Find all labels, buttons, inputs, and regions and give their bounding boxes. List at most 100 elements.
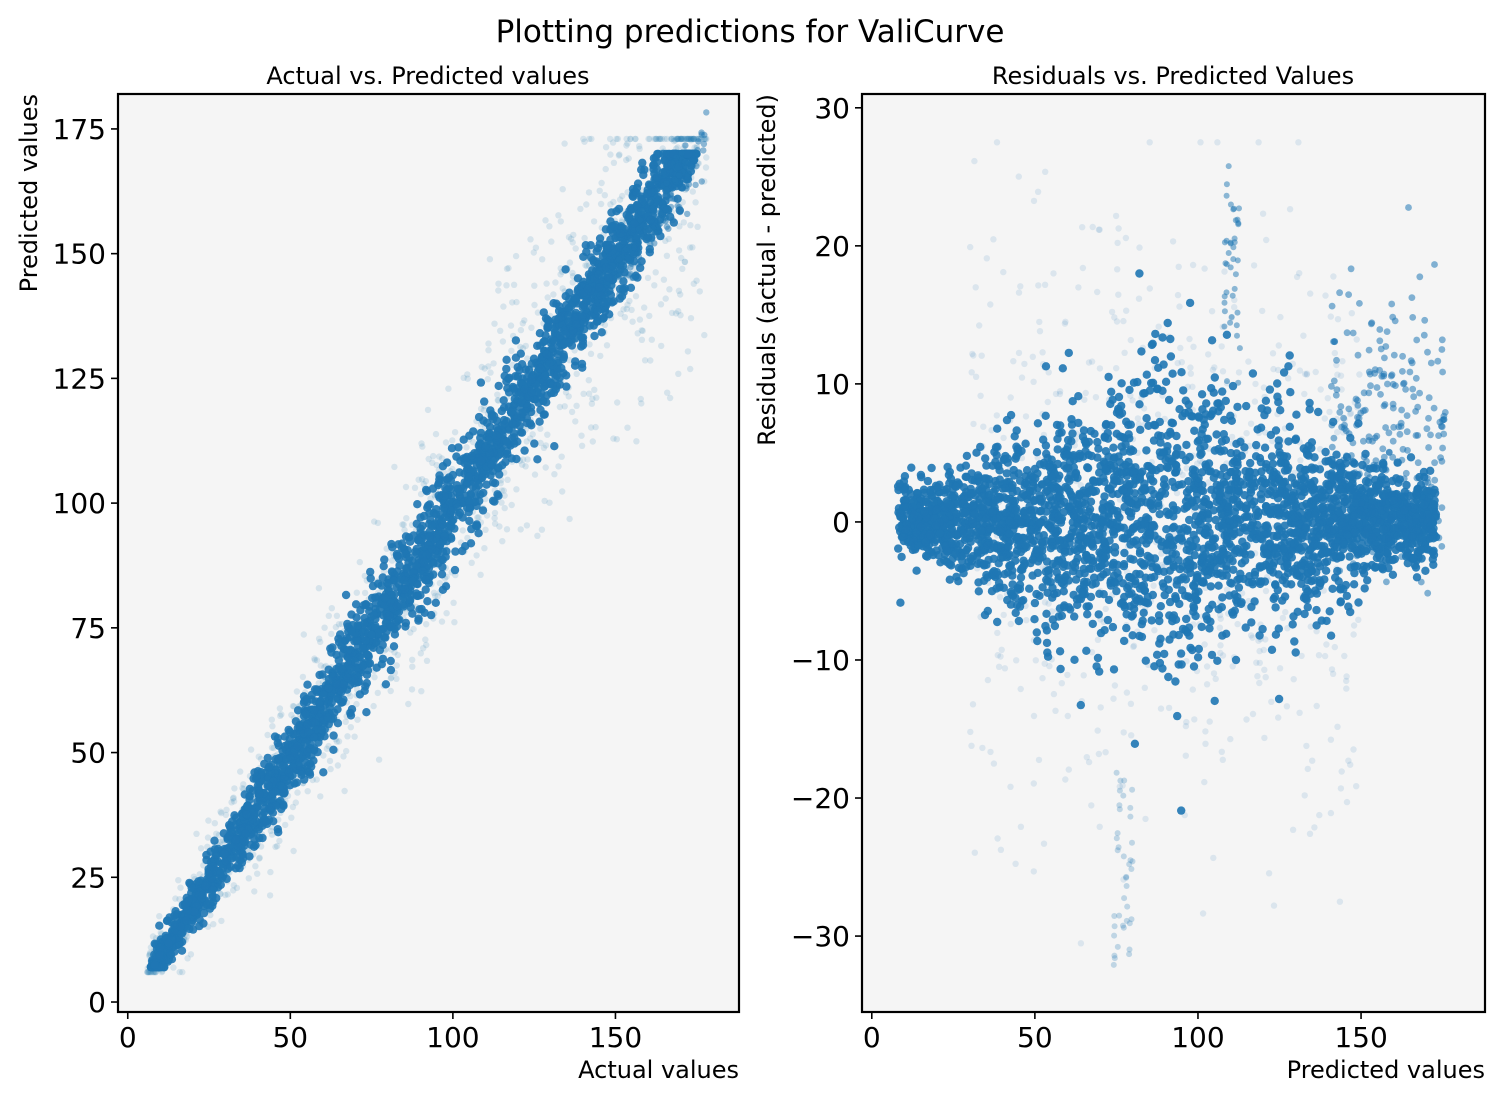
data-point <box>613 436 620 443</box>
data-point <box>572 245 579 252</box>
data-point <box>233 884 241 892</box>
data-point <box>530 249 537 256</box>
data-point <box>413 500 422 509</box>
data-point <box>1301 792 1308 799</box>
data-point <box>460 374 467 381</box>
data-point <box>380 593 390 603</box>
data-point <box>461 542 470 551</box>
data-point <box>408 686 416 693</box>
data-point <box>434 491 443 500</box>
data-point <box>342 718 349 725</box>
data-point <box>319 690 328 699</box>
data-point <box>385 611 394 621</box>
data-point <box>517 343 524 351</box>
data-point <box>328 672 337 681</box>
data-point <box>417 650 424 657</box>
data-point <box>403 515 410 522</box>
data-point <box>1327 313 1335 320</box>
data-point <box>666 394 674 402</box>
data-point <box>629 318 636 325</box>
data-point <box>387 687 394 695</box>
data-point <box>474 412 484 422</box>
data-point <box>1022 413 1030 420</box>
data-point <box>1079 264 1087 272</box>
data-point <box>1007 783 1014 790</box>
data-point <box>652 135 660 143</box>
data-point <box>551 471 558 478</box>
data-point <box>519 461 526 468</box>
data-point <box>580 135 587 143</box>
data-point <box>1254 673 1261 680</box>
data-point <box>427 495 434 502</box>
data-point <box>1343 798 1351 806</box>
data-point <box>1122 234 1130 242</box>
data-point <box>1079 224 1086 231</box>
data-point <box>1127 336 1135 344</box>
x-axis-label: Actual values <box>578 1056 739 1084</box>
data-point <box>678 135 685 143</box>
data-point <box>572 320 581 329</box>
data-point <box>184 955 191 962</box>
data-point <box>1334 316 1342 323</box>
data-point <box>684 210 691 218</box>
data-point <box>673 135 680 143</box>
data-point <box>1015 173 1022 180</box>
data-point <box>297 770 306 780</box>
data-point <box>673 154 680 161</box>
data-point <box>204 834 212 841</box>
data-point <box>540 444 548 451</box>
data-point <box>1000 434 1007 442</box>
data-point <box>1276 665 1284 672</box>
data-point <box>1128 732 1135 739</box>
data-point <box>698 131 705 138</box>
data-point <box>507 322 515 329</box>
data-point <box>1327 809 1335 817</box>
data-point <box>254 870 261 877</box>
data-point <box>607 151 614 158</box>
data-point <box>1080 672 1087 679</box>
data-point <box>657 135 664 143</box>
data-point <box>447 506 456 516</box>
data-point <box>1012 860 1019 867</box>
data-point <box>416 513 425 522</box>
data-point <box>653 173 662 182</box>
data-point <box>607 201 614 208</box>
data-point <box>202 855 211 865</box>
data-point <box>636 145 643 152</box>
data-point <box>610 198 617 206</box>
data-point <box>678 149 686 156</box>
data-point <box>447 516 457 526</box>
data-point <box>536 405 545 415</box>
data-point <box>361 572 368 580</box>
data-point <box>170 920 179 930</box>
data-point <box>537 439 544 447</box>
data-point <box>369 611 378 620</box>
data-point <box>616 196 624 203</box>
data-point <box>677 135 684 143</box>
y-tick-label: 25 <box>70 861 106 894</box>
data-point <box>1353 783 1360 790</box>
data-point <box>182 898 192 908</box>
data-point <box>242 810 251 819</box>
data-point <box>559 285 566 292</box>
data-point <box>672 137 679 144</box>
data-point <box>222 891 229 899</box>
data-point <box>1338 768 1345 775</box>
data-point <box>487 460 496 469</box>
data-point <box>626 297 633 305</box>
data-point <box>614 204 624 214</box>
data-point <box>1113 365 1120 372</box>
data-point <box>423 501 433 510</box>
data-point <box>570 293 580 302</box>
data-point <box>686 135 694 143</box>
data-point <box>208 885 217 894</box>
data-point <box>1259 307 1266 315</box>
data-point <box>1265 870 1273 877</box>
data-point <box>680 135 687 143</box>
data-point <box>315 635 323 642</box>
data-point <box>587 350 595 357</box>
data-point <box>1339 358 1346 365</box>
data-point <box>247 746 255 753</box>
data-point <box>1350 746 1357 753</box>
data-point <box>1275 342 1283 349</box>
